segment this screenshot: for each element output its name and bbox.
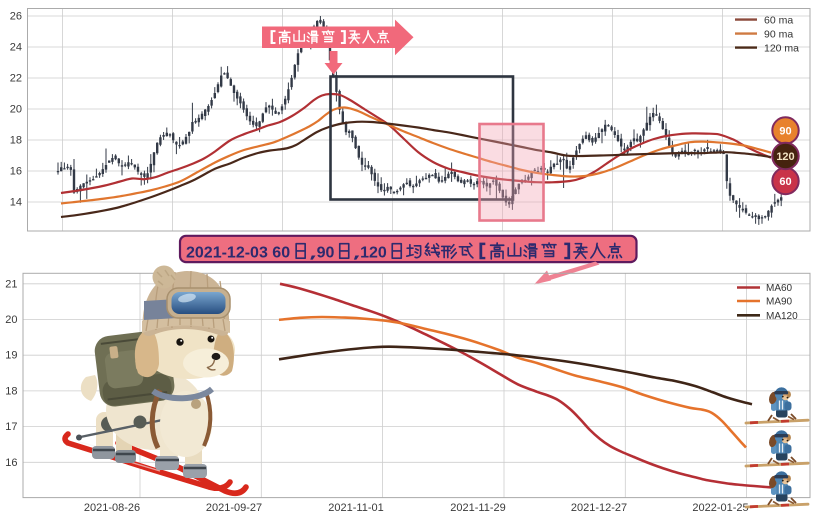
- svg-text:21: 21: [5, 278, 17, 290]
- svg-text:2021-12-03 60: 2021-12-03 60: [186, 244, 290, 261]
- svg-text:90 ma: 90 ma: [764, 28, 793, 40]
- svg-text:18: 18: [10, 135, 22, 147]
- svg-text:19: 19: [5, 350, 17, 362]
- svg-text:16: 16: [5, 457, 17, 469]
- svg-text:2021-12-27: 2021-12-27: [571, 502, 627, 514]
- svg-text:2021-11-29: 2021-11-29: [450, 502, 505, 514]
- svg-text:MA120: MA120: [766, 311, 798, 322]
- svg-text:16: 16: [10, 166, 22, 178]
- svg-text:18: 18: [5, 385, 17, 397]
- svg-text:14: 14: [10, 197, 22, 209]
- svg-text:120: 120: [776, 151, 794, 163]
- svg-text:120 ma: 120 ma: [764, 42, 799, 54]
- svg-text:MA60: MA60: [766, 283, 793, 294]
- svg-text:26: 26: [10, 11, 22, 23]
- svg-text:2021-09-27: 2021-09-27: [206, 502, 262, 514]
- svg-text:90: 90: [779, 126, 791, 138]
- svg-text:17: 17: [5, 421, 17, 433]
- svg-text:20: 20: [5, 314, 17, 326]
- svg-text:60: 60: [779, 176, 791, 188]
- svg-text:90: 90: [317, 244, 335, 261]
- svg-text:2021-11-01: 2021-11-01: [328, 502, 383, 514]
- svg-text:22: 22: [10, 73, 22, 85]
- svg-text:24: 24: [10, 42, 22, 54]
- svg-text:20: 20: [10, 104, 22, 116]
- svg-text:2022-01-25: 2022-01-25: [692, 502, 748, 514]
- svg-text:MA90: MA90: [766, 297, 793, 308]
- svg-text:120: 120: [360, 244, 387, 261]
- svg-text:2021-08-26: 2021-08-26: [84, 502, 140, 514]
- svg-text:60 ma: 60 ma: [764, 14, 793, 26]
